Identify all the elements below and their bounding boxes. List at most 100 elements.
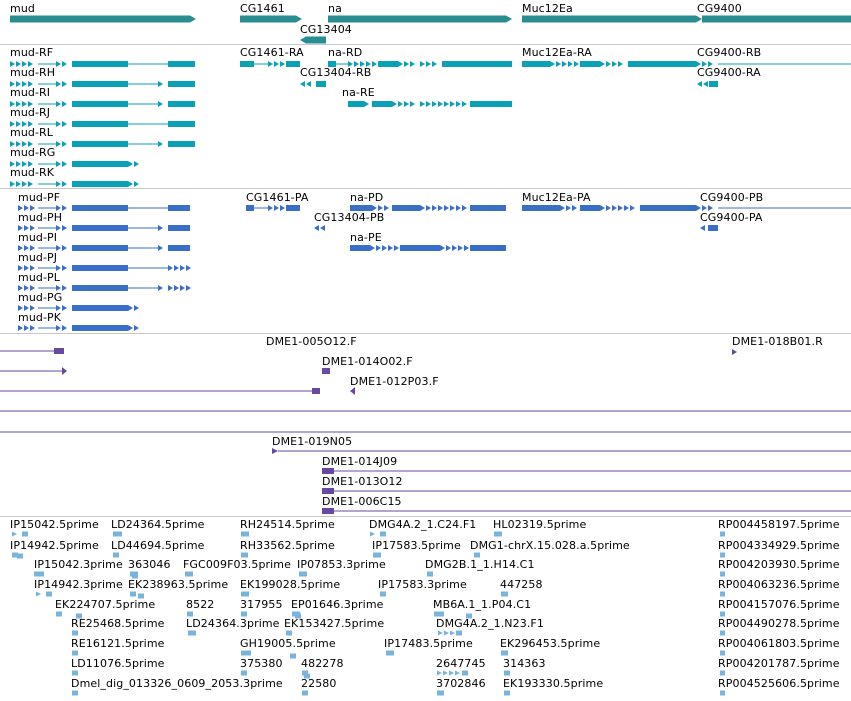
strand-arrow[interactable] [708,61,713,67]
strand-arrow[interactable] [62,325,67,331]
strand-arrow[interactable] [24,265,29,271]
strand-arrow[interactable] [556,61,561,67]
strand-arrow[interactable] [452,245,457,251]
strand-arrow[interactable] [24,285,29,291]
exon-block[interactable] [328,61,336,67]
strand-arrow[interactable] [372,61,377,67]
exon-block[interactable] [386,650,394,656]
clone-end[interactable] [62,367,67,375]
strand-arrow[interactable] [398,101,403,107]
strand-arrow[interactable] [16,161,21,167]
strand-arrow[interactable] [56,205,61,211]
strand-arrow[interactable] [560,205,565,211]
exon-block[interactable] [168,225,190,231]
strand-arrow[interactable] [458,245,463,251]
exon-block[interactable] [304,673,310,679]
strand-arrow[interactable] [354,61,359,67]
exon-block[interactable] [72,61,128,67]
strand-arrow[interactable] [443,670,448,676]
exon-block[interactable] [113,552,119,558]
strand-arrow[interactable] [56,81,61,87]
strand-arrow[interactable] [174,265,179,271]
strand-arrow[interactable] [630,205,635,211]
strand-arrow[interactable] [62,181,67,187]
strand-arrow[interactable] [28,161,33,167]
exon-block[interactable] [392,205,420,211]
strand-arrow[interactable] [134,181,139,187]
strand-arrow[interactable] [128,181,133,187]
exon-block[interactable] [72,181,128,187]
strand-arrow[interactable] [464,245,469,251]
strand-arrow[interactable] [36,591,41,597]
exon-block[interactable] [132,573,138,579]
strand-arrow[interactable] [18,305,23,311]
exon-block[interactable] [328,15,506,23]
strand-arrow[interactable] [702,61,707,67]
exon-block[interactable] [580,205,600,211]
strand-arrow[interactable] [128,161,133,167]
strand-arrow[interactable] [404,101,409,107]
strand-arrow[interactable] [16,81,21,87]
strand-arrow[interactable] [158,285,163,291]
strand-arrow[interactable] [158,81,163,87]
exon-block[interactable] [306,36,326,44]
strand-arrow[interactable] [455,670,460,676]
strand-arrow[interactable] [56,285,61,291]
strand-arrow[interactable] [612,205,617,211]
exon-block[interactable] [322,368,330,374]
strand-arrow[interactable] [268,205,273,211]
strand-arrow[interactable] [618,205,623,211]
exon-block[interactable] [580,61,600,67]
exon-block[interactable] [427,571,433,577]
strand-arrow[interactable] [702,205,707,211]
strand-arrow[interactable] [438,630,443,636]
strand-arrow[interactable] [10,101,15,107]
exon-block[interactable] [72,265,128,271]
strand-arrow[interactable] [306,81,311,87]
strand-arrow[interactable] [28,121,33,127]
exon-block[interactable] [380,591,386,597]
strand-arrow[interactable] [574,61,579,67]
strand-arrow[interactable] [24,225,29,231]
clone-end[interactable] [350,387,355,395]
strand-arrow[interactable] [432,61,437,67]
strand-arrow[interactable] [62,285,67,291]
exon-block[interactable] [240,61,254,67]
strand-arrow[interactable] [56,225,61,231]
strand-arrow[interactable] [18,205,23,211]
strand-arrow[interactable] [22,61,27,67]
strand-arrow[interactable] [22,161,27,167]
strand-arrow[interactable] [446,245,451,251]
exon-block[interactable] [188,630,196,636]
strand-arrow[interactable] [28,61,33,67]
strand-arrow[interactable] [432,101,437,107]
gene-arrow[interactable] [190,15,196,23]
exon-block[interactable] [241,591,249,597]
strand-arrow[interactable] [404,61,409,67]
strand-arrow[interactable] [624,205,629,211]
exon-block[interactable] [130,591,136,597]
strand-arrow[interactable] [438,101,443,107]
exon-block[interactable] [501,650,508,656]
strand-arrow[interactable] [274,205,279,211]
strand-arrow[interactable] [10,121,15,127]
strand-arrow[interactable] [28,81,33,87]
strand-arrow[interactable] [12,531,17,537]
strand-arrow[interactable] [268,61,273,67]
strand-arrow[interactable] [30,205,35,211]
strand-arrow[interactable] [370,245,375,251]
exon-block[interactable] [474,552,480,558]
exon-block[interactable] [22,531,28,537]
gene-arrow[interactable] [506,15,512,23]
exon-block[interactable] [350,245,370,251]
strand-arrow[interactable] [128,325,133,331]
exon-block[interactable] [72,305,128,311]
strand-arrow[interactable] [28,141,33,147]
strand-arrow[interactable] [62,121,67,127]
strand-arrow[interactable] [30,245,35,251]
strand-arrow[interactable] [376,245,381,251]
strand-arrow[interactable] [30,325,35,331]
exon-block[interactable] [72,285,128,291]
exon-block[interactable] [241,650,251,656]
strand-arrow[interactable] [696,205,701,211]
